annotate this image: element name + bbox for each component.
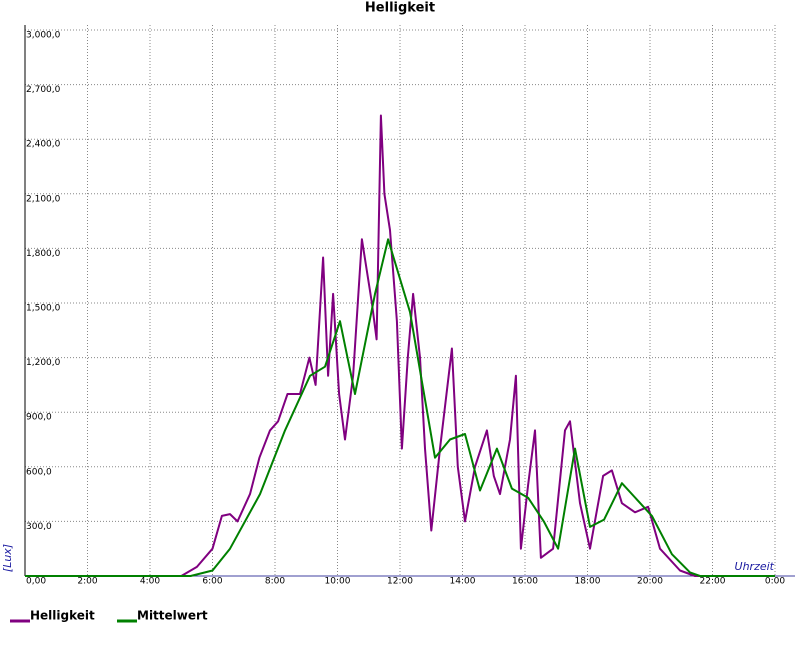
- legend-label: Mittelwert: [137, 609, 208, 623]
- x-tick-label: 14:00: [450, 577, 476, 587]
- y-tick-label: 2,400,0: [26, 140, 61, 150]
- x-tick-label: 8:00: [265, 577, 285, 587]
- y-tick-label: 900,0: [26, 413, 52, 423]
- y-tick-label: 1,200,0: [26, 358, 61, 368]
- y-tick-label: 300,0: [26, 522, 52, 532]
- chart-title: Helligkeit: [365, 1, 435, 16]
- legend-label: Helligkeit: [30, 609, 95, 623]
- y-axis-label: [Lux]: [1, 544, 14, 572]
- y-tick-label: 600,0: [26, 467, 52, 477]
- x-tick-label: 10:00: [325, 577, 351, 587]
- x-tick-label: 2:00: [77, 577, 97, 587]
- y-tick-label: 2,700,0: [26, 85, 61, 95]
- y-tick-label: 1,800,0: [26, 249, 61, 259]
- x-tick-label: 22:00: [700, 577, 726, 587]
- x-tick-label: 0:00: [765, 577, 785, 587]
- x-tick-label: 12:00: [387, 577, 413, 587]
- line-series: [25, 238, 775, 577]
- x-axis-label: Uhrzeit: [735, 560, 775, 573]
- line-series: [25, 114, 775, 577]
- y-tick-label: 1,500,0: [26, 304, 61, 314]
- x-tick-label: 16:00: [512, 577, 538, 587]
- x-tick-label: 4:00: [140, 577, 160, 587]
- y-tick-label: 2,100,0: [26, 194, 61, 204]
- x-tick-label: 6:00: [202, 577, 222, 587]
- y-tick-label: 3,000,0: [26, 31, 61, 41]
- y-tick-label: 0,00: [26, 577, 46, 587]
- x-tick-label: 20:00: [637, 577, 663, 587]
- x-tick-label: 18:00: [575, 577, 601, 587]
